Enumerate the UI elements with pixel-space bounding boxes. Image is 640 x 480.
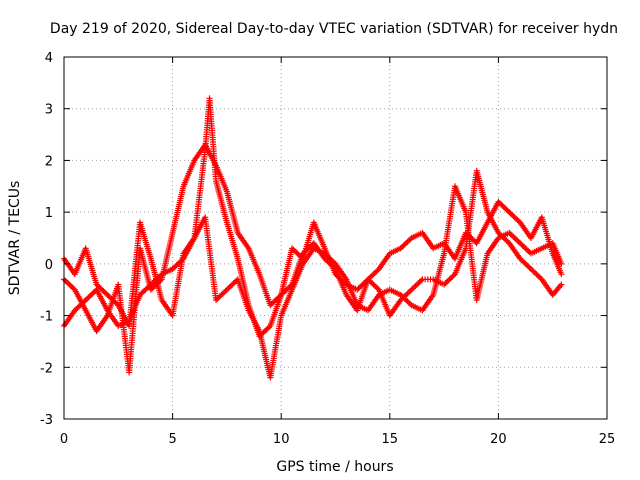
data-point (558, 271, 565, 278)
x-tick-label: 0 (60, 432, 68, 447)
x-tick-label: 25 (599, 432, 616, 447)
x-tick-label: 10 (273, 432, 290, 447)
data-point (113, 300, 120, 307)
x-axis-label: GPS time / hours (276, 459, 393, 475)
data-point (407, 236, 414, 243)
y-tick-label: 0 (45, 258, 53, 273)
data-point (450, 272, 457, 279)
data-point (157, 272, 164, 279)
y-tick-label: -2 (40, 361, 53, 376)
x-tick-label: 20 (490, 432, 507, 447)
y-tick-label: -1 (40, 310, 53, 325)
axis-ticks: 0 5 10 15 20 25 -3 -2 -1 0 1 2 3 4 (40, 51, 615, 447)
data-point (374, 285, 381, 292)
data-point (558, 260, 565, 267)
data-point (558, 281, 565, 288)
data-points (61, 95, 565, 381)
y-axis-label: SDTVAR / TECUs (7, 181, 23, 296)
y-tick-label: -3 (40, 413, 53, 428)
y-tick-label: 4 (45, 51, 53, 66)
y-tick-label: 3 (45, 103, 53, 118)
x-tick-label: 15 (382, 432, 399, 447)
data-point (179, 256, 186, 263)
y-tick-label: 1 (45, 206, 53, 221)
x-tick-label: 5 (168, 432, 176, 447)
data-point (418, 277, 425, 284)
plot-frame (63, 56, 608, 420)
data-point (407, 300, 414, 307)
data-point (70, 285, 77, 292)
data-point (265, 324, 272, 331)
y-tick-label: 2 (45, 154, 53, 169)
chart-title: Day 219 of 2020, Sidereal Day-to-day VTE… (50, 21, 618, 37)
